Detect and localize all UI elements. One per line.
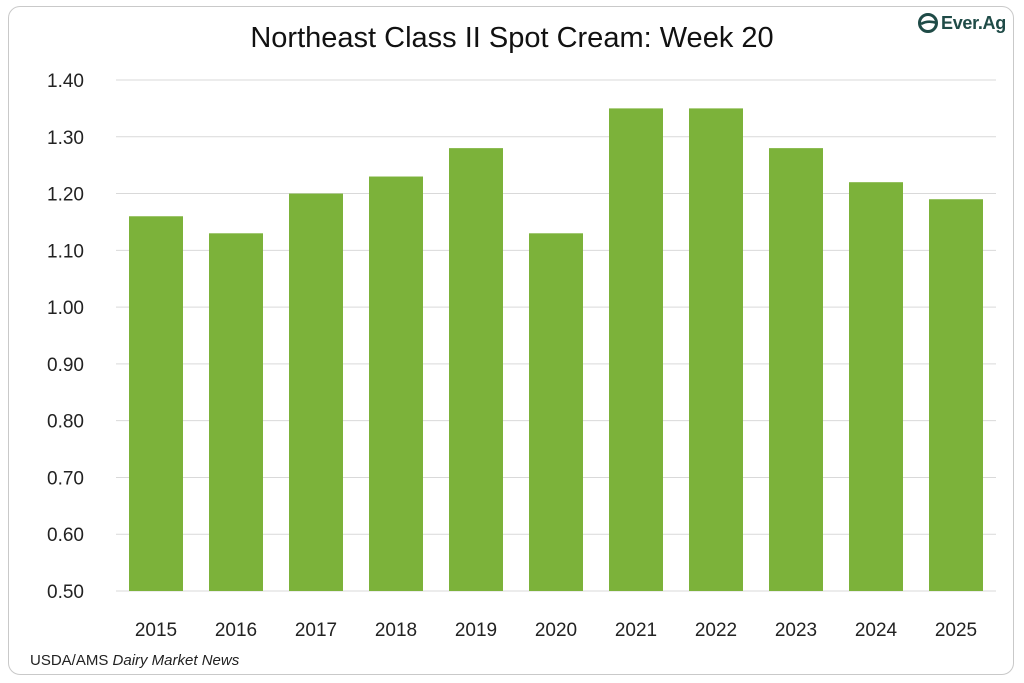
y-tick-label: 0.80 bbox=[47, 412, 84, 433]
x-tick-label: 2020 bbox=[535, 620, 577, 641]
x-tick-label: 2022 bbox=[695, 620, 737, 641]
y-tick-label: 1.00 bbox=[47, 298, 84, 319]
x-tick-label: 2019 bbox=[455, 620, 497, 641]
ever-ag-logo: Ever.Ag bbox=[917, 12, 1006, 34]
x-axis-tick-labels: 2015 2016 2017 2018 2019 2020 2021 2022 2023 2024… bbox=[135, 620, 977, 641]
x-tick-label: 2017 bbox=[295, 620, 337, 641]
bar-2017 bbox=[289, 193, 343, 592]
x-tick-label: 2015 bbox=[135, 620, 177, 641]
bar-2015 bbox=[129, 216, 183, 591]
bar-2021 bbox=[609, 108, 663, 591]
bar-2024 bbox=[849, 182, 903, 591]
bar-2018 bbox=[369, 176, 423, 591]
y-tick-label: 0.60 bbox=[47, 525, 84, 546]
bar-2019 bbox=[449, 148, 503, 591]
x-tick-label: 2024 bbox=[855, 620, 898, 641]
x-tick-label: 2025 bbox=[935, 620, 977, 641]
y-tick-label: 1.10 bbox=[47, 241, 84, 262]
source-prefix: USDA/AMS bbox=[30, 652, 113, 669]
y-tick-label: 0.90 bbox=[47, 355, 84, 376]
ever-ag-leaf-icon bbox=[918, 13, 938, 33]
bar-2025 bbox=[929, 199, 983, 591]
chart-title: Northeast Class II Spot Cream: Week 20 bbox=[250, 22, 774, 54]
bar-2020 bbox=[529, 233, 583, 592]
y-tick-label: 1.30 bbox=[47, 128, 84, 149]
y-tick-label: 0.50 bbox=[47, 582, 84, 603]
x-tick-label: 2021 bbox=[615, 620, 657, 641]
bars bbox=[129, 108, 983, 592]
bar-2022 bbox=[689, 108, 743, 591]
source-note: USDA/AMS Dairy Market News bbox=[30, 652, 239, 669]
logo-text: Ever.Ag bbox=[941, 12, 1006, 33]
bar-2023 bbox=[769, 148, 823, 591]
x-tick-label: 2016 bbox=[215, 620, 257, 641]
y-tick-label: 1.40 bbox=[47, 71, 84, 92]
bar-2016 bbox=[209, 233, 263, 592]
x-tick-label: 2018 bbox=[375, 620, 417, 641]
x-tick-label: 2023 bbox=[775, 620, 817, 641]
y-tick-label: 1.20 bbox=[47, 185, 84, 206]
source-publication: Dairy Market News bbox=[112, 652, 240, 669]
y-axis-tick-labels: 0.50 0.60 0.70 0.80 0.90 1.00 1.10 1.20 1.30 1.40 bbox=[47, 71, 84, 603]
y-tick-label: 0.70 bbox=[47, 468, 84, 489]
